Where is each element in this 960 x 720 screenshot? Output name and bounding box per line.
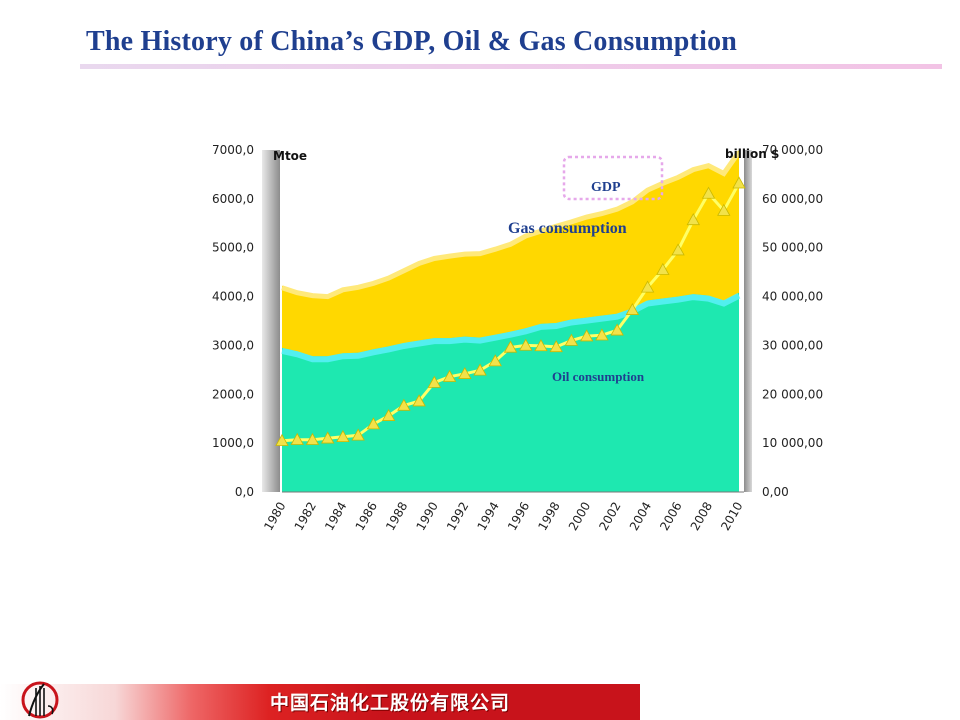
right-axis-tick-label: 10 000,00 xyxy=(762,436,823,450)
gdp-point xyxy=(732,176,746,189)
gdp-point xyxy=(549,340,563,353)
gdp-point xyxy=(579,329,594,342)
left-axis-tick-label: 7000,0 xyxy=(212,143,254,157)
x-axis-tick-label: 1996 xyxy=(505,500,532,533)
left-axis-tick-label: 2000,0 xyxy=(212,387,254,401)
gdp-point xyxy=(442,369,457,382)
right-axis-tick-label: 70 000,00 xyxy=(762,143,823,157)
sinopec-logo xyxy=(21,681,59,719)
gdp-point xyxy=(275,433,289,446)
gdp-point xyxy=(625,302,640,315)
x-axis-tick-label: 2000 xyxy=(566,500,593,533)
x-axis-tick-label: 2008 xyxy=(688,500,715,533)
x-axis-tick-label: 2010 xyxy=(718,500,745,533)
gdp-point xyxy=(397,398,411,411)
left-axis-wall xyxy=(262,150,280,492)
right-axis-tick-label: 20 000,00 xyxy=(762,387,823,401)
gdp-point xyxy=(427,375,442,388)
footer-band xyxy=(0,684,640,720)
gdp-point xyxy=(640,280,655,293)
x-axis-tick-label: 1998 xyxy=(535,500,562,533)
gdp-point xyxy=(701,186,716,199)
left-axis-tick-label: 6000,0 xyxy=(212,192,254,206)
chart: 0,0 1000,0 2000,0 3000,0 4000,0 5000,0 6000,0 7… xyxy=(212,143,823,533)
right-axis-tick-label: 0,00 xyxy=(762,485,789,499)
x-axis-tick-label: 1986 xyxy=(353,500,380,533)
right-axis-tick-label: 50 000,00 xyxy=(762,241,823,255)
oil-consumption-label: Oil consumption xyxy=(552,369,645,384)
x-axis-tick-label: 1984 xyxy=(322,500,349,533)
footer-company-name: 中国石油化工股份有限公司 xyxy=(269,692,510,714)
right-axis-tick-label: 40 000,00 xyxy=(762,290,823,304)
right-axis-tick-label: 30 000,00 xyxy=(762,338,823,352)
gdp-point xyxy=(671,243,685,256)
gdp-point xyxy=(473,363,487,376)
left-axis-tick-label: 3000,0 xyxy=(212,338,254,352)
title-underline xyxy=(80,64,942,69)
x-axis-tick-label: 1990 xyxy=(414,500,441,533)
gdp-label: GDP xyxy=(591,180,621,195)
x-axis-tick-label: 1994 xyxy=(474,500,501,533)
oil-consumption-area xyxy=(282,292,739,492)
gdp-label-box xyxy=(562,155,664,201)
gdp-point xyxy=(488,354,502,367)
gdp-point xyxy=(717,203,731,216)
gdp-point xyxy=(366,417,381,430)
gdp-point xyxy=(321,431,335,444)
oil-area-top-edge xyxy=(281,293,741,363)
gas-consumption-label: Gas consumption xyxy=(508,220,627,237)
x-axis-tick-label: 1988 xyxy=(383,500,410,533)
gdp-point xyxy=(656,262,670,275)
gdp-point xyxy=(686,213,700,226)
x-axis-tick-label: 1982 xyxy=(292,500,319,533)
gdp-point xyxy=(534,339,548,352)
right-axis-wall xyxy=(744,150,752,492)
x-axis-tick-label: 1980 xyxy=(261,500,288,533)
gdp-point xyxy=(503,340,518,353)
x-axis-tick-label: 2002 xyxy=(596,500,623,533)
right-axis-unit: billion $ xyxy=(725,147,779,161)
slide-title: The History of China’s GDP, Oil & Gas Co… xyxy=(86,26,738,57)
gdp-point xyxy=(381,408,396,421)
gdp-point xyxy=(519,338,533,351)
gdp-point xyxy=(290,432,304,445)
x-axis-tick-label: 2004 xyxy=(627,500,654,533)
right-axis-tick-label: 60 000,00 xyxy=(762,192,823,206)
gdp-point xyxy=(351,428,365,441)
gdp-point xyxy=(336,429,350,442)
gdp-point xyxy=(412,394,426,407)
gdp-point xyxy=(458,366,472,379)
gdp-point xyxy=(610,323,624,336)
gdp-point xyxy=(564,333,579,346)
left-axis-tick-label: 0,0 xyxy=(235,485,254,499)
x-axis-tick-label: 2006 xyxy=(657,500,684,533)
left-axis-unit: Mtoe xyxy=(273,149,307,163)
gdp-point xyxy=(595,328,609,341)
gdp-point xyxy=(305,432,320,445)
left-axis-tick-label: 5000,0 xyxy=(212,241,254,255)
x-axis-tick-label: 1992 xyxy=(444,500,471,533)
left-axis-tick-label: 1000,0 xyxy=(212,436,254,450)
left-axis-tick-label: 4000,0 xyxy=(212,290,254,304)
